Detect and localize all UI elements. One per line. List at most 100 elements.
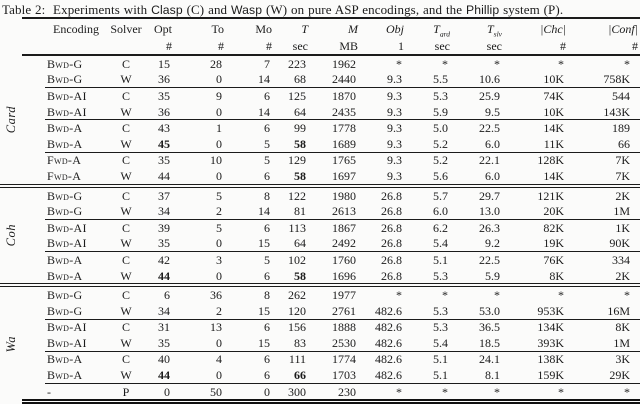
table-row: Bwd-A W 44 0 6 66 1703 482.6 5.1 8.1 159K 29K bbox=[0, 367, 640, 384]
cell-obj: 9.3 bbox=[360, 71, 406, 89]
cell-to: 5 bbox=[216, 188, 222, 203]
cell-encoding: - bbox=[45, 383, 107, 404]
cell-solver: W bbox=[107, 267, 145, 288]
cell-encoding: Bwd-A bbox=[45, 135, 107, 153]
cell-solver: C bbox=[121, 88, 130, 103]
cell-tgrd: 5.3 bbox=[406, 302, 452, 320]
cell-mo: 6 bbox=[264, 352, 270, 367]
cell-m: 1888 bbox=[332, 320, 356, 335]
column-label: M bbox=[348, 21, 358, 36]
cell-t: 156 bbox=[288, 320, 306, 335]
table-row: Card Bwd-G C 15 28 7 223 1962 * * * * * bbox=[0, 55, 640, 188]
cell-to: 4 bbox=[216, 352, 222, 367]
row-gutter bbox=[22, 319, 45, 335]
cell-opt: 37 bbox=[158, 188, 170, 203]
column-label: Opt bbox=[154, 21, 172, 36]
cell-solver: W bbox=[107, 103, 145, 121]
cell-t: 223 bbox=[288, 56, 306, 71]
row-gutter bbox=[22, 88, 45, 104]
group-label-cell: Coh bbox=[0, 185, 22, 288]
column-label: |Conf| bbox=[608, 21, 638, 36]
cell-opt: 34 bbox=[145, 302, 174, 320]
cell-to: 3 bbox=[216, 252, 222, 267]
cell-solver: C bbox=[121, 220, 130, 235]
cell-conf: 1M bbox=[568, 335, 640, 352]
column-header-to: To bbox=[174, 17, 226, 37]
cell-mo: 5 bbox=[264, 153, 270, 168]
cell-obj: 9.3 bbox=[360, 168, 406, 188]
cell-m: 1867 bbox=[332, 220, 356, 235]
table-row: Bwd-AI C 31 13 6 156 1888 482.6 5.3 36.5 134K 8K bbox=[0, 319, 640, 335]
cell-solver: W bbox=[107, 235, 145, 253]
cell-conf: 66 bbox=[568, 135, 640, 153]
cell-tslv: 25.9 bbox=[479, 88, 500, 103]
cell-to: 5 bbox=[216, 220, 222, 235]
cell-chc: 10K bbox=[504, 71, 568, 89]
table-row: Bwd-A C 42 3 5 102 1760 26.8 5.1 22.5 76K 334 bbox=[0, 252, 640, 268]
header-row-units: # # # sec MB 1 sec sec # # bbox=[0, 37, 640, 56]
cell-opt: 44 bbox=[145, 168, 174, 188]
cell-mo: 8 bbox=[264, 288, 270, 303]
cell-opt: 44 bbox=[145, 267, 174, 288]
cell-m: 1778 bbox=[332, 121, 356, 136]
column-header-obj: Obj bbox=[360, 17, 406, 37]
column-label: T bbox=[301, 21, 308, 36]
cell-obj: 482.6 bbox=[375, 352, 402, 367]
cell-to: 10 bbox=[210, 153, 222, 168]
cell-chc: 20K bbox=[504, 203, 568, 220]
table-row: Bwd-A W 45 0 5 58 1689 9.3 5.2 6.0 11K 66 bbox=[0, 135, 640, 153]
cell-chc: 134K bbox=[537, 320, 564, 335]
cell-to: 0 bbox=[174, 71, 226, 89]
column-unit-opt: # bbox=[145, 37, 174, 56]
cell-to: 0 bbox=[174, 235, 226, 253]
column-unit-to: # bbox=[174, 37, 226, 56]
cell-solver: C bbox=[121, 188, 130, 203]
cell-obj: 482.6 bbox=[360, 335, 406, 352]
cell-chc: * bbox=[558, 56, 564, 71]
column-unit-tslv: sec bbox=[452, 37, 504, 56]
cell-obj: 9.3 bbox=[360, 135, 406, 153]
cell-chc: 128K bbox=[537, 153, 564, 168]
cell-mo: 6 bbox=[226, 168, 274, 188]
cell-encoding: Bwd-G bbox=[45, 71, 107, 89]
cell-tslv: 5.9 bbox=[452, 267, 504, 288]
cell-m: 1696 bbox=[310, 267, 360, 288]
cell-tslv: 6.0 bbox=[452, 168, 504, 188]
table-row: Bwd-G W 34 2 15 120 2761 482.6 5.3 53.0 953K 16M bbox=[0, 302, 640, 320]
cell-conf: 1M bbox=[568, 203, 640, 220]
cell-t: 122 bbox=[288, 188, 306, 203]
cell-opt: 45 bbox=[145, 135, 174, 153]
cell-solver: W bbox=[107, 71, 145, 89]
header-gutter bbox=[22, 37, 45, 56]
cell-m: 2492 bbox=[310, 235, 360, 253]
cell-tgrd: 5.2 bbox=[406, 135, 452, 153]
cell-chc: 159K bbox=[504, 367, 568, 384]
cell-conf: 7K bbox=[568, 168, 640, 188]
cell-obj: 482.6 bbox=[360, 367, 406, 384]
cell-tslv: 10.6 bbox=[452, 71, 504, 89]
row-gutter bbox=[22, 303, 45, 319]
table-row: Coh Bwd-G C 37 5 8 122 1980 26.8 5.7 29.7 121K 2K bbox=[0, 185, 640, 288]
cell-tslv: 18.5 bbox=[452, 335, 504, 352]
cell-encoding: Bwd-G bbox=[47, 188, 83, 203]
row-gutter bbox=[22, 267, 45, 288]
table-body: Card Bwd-G C 15 28 7 223 1962 * * * * * Bwd-G W 36 0 14 68… bbox=[0, 55, 640, 404]
cell-chc: 138K bbox=[537, 352, 564, 367]
cell-t: 102 bbox=[288, 252, 306, 267]
cell-tgrd: 5.6 bbox=[406, 168, 452, 188]
table-row: Bwd-AI W 35 0 15 64 2492 26.8 5.4 9.2 19K 90K bbox=[0, 235, 640, 253]
row-gutter bbox=[22, 285, 45, 303]
column-unit-tgrd: sec bbox=[406, 37, 452, 56]
cell-tslv: 53.0 bbox=[452, 302, 504, 320]
cell-m: 2435 bbox=[310, 103, 360, 121]
cell-opt: 35 bbox=[158, 88, 170, 103]
table-row: Bwd-AI W 36 0 14 64 2435 9.3 5.9 9.5 10K 143K bbox=[0, 103, 640, 121]
cell-t: 111 bbox=[288, 352, 306, 367]
cell-chc: 14K bbox=[504, 168, 568, 188]
column-unit-mo: # bbox=[226, 37, 274, 56]
column-header-encoding: Encoding bbox=[45, 17, 107, 37]
column-header-solver: Solver bbox=[107, 17, 145, 37]
header-corner bbox=[0, 18, 22, 55]
cell-solver: C bbox=[121, 56, 130, 71]
row-gutter bbox=[22, 203, 45, 219]
